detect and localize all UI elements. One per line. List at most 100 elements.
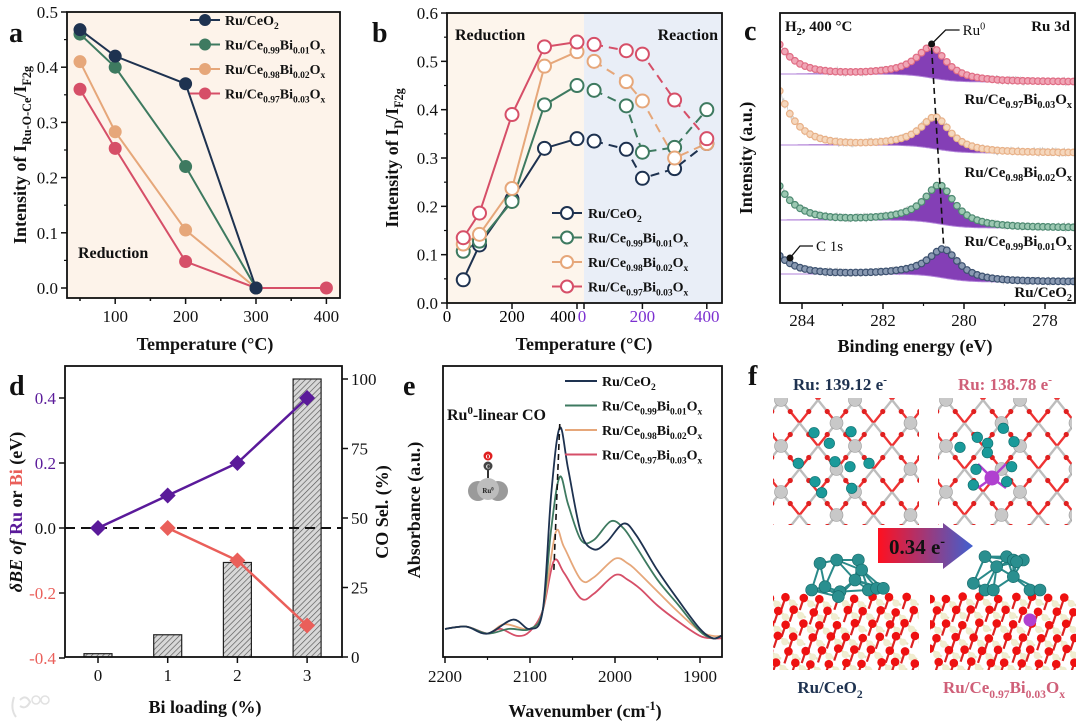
ce-o-bond	[1048, 538, 1057, 550]
data-point	[472, 205, 487, 221]
data-point	[634, 144, 650, 160]
data-point	[667, 92, 683, 108]
ruthenium-atom	[970, 463, 982, 475]
text-span: x	[1059, 688, 1065, 701]
text-span: x	[1067, 173, 1073, 184]
region-label: Ru 3d	[1031, 19, 1070, 35]
oxygen-atom	[917, 524, 919, 525]
text-span: 0.1	[417, 246, 438, 265]
cerium-atom	[857, 651, 865, 660]
side-view-ru-ceo2	[773, 553, 919, 670]
spectra-group	[444, 426, 722, 640]
ce-o-bond	[763, 515, 772, 527]
text-span: e	[403, 371, 415, 402]
text-span: 0.99	[626, 239, 643, 249]
ce-o-bond	[918, 435, 919, 436]
ce-o-bond	[753, 550, 762, 562]
cerium-atom	[952, 652, 960, 660]
text-span: 0.99	[263, 46, 280, 56]
oxygen-atom	[938, 455, 940, 460]
series-line-0	[79, 28, 257, 289]
carbon-label: C	[486, 465, 490, 471]
text-span: Temperature (°C)	[137, 334, 274, 355]
oxygen-atom	[952, 408, 958, 415]
ce-o-bond	[979, 398, 984, 401]
y-right-tick-label: 50	[351, 509, 368, 528]
cerium-atom	[830, 613, 839, 621]
cerium-atom	[848, 398, 862, 407]
text-span: c	[744, 16, 756, 47]
text-span: 0.4	[35, 389, 57, 408]
oxygen-atom	[938, 432, 940, 437]
y-axis-label-part: (eV)	[6, 432, 27, 469]
ce-o-bond	[809, 538, 818, 550]
y-tick-label: 0.0	[417, 294, 438, 313]
cerium-atom	[903, 416, 918, 430]
data-point	[504, 180, 520, 196]
ce-o-bond	[1076, 550, 1080, 562]
text-span: O	[673, 232, 684, 247]
text-span: 0.2	[37, 169, 58, 188]
oxygen-atom	[944, 645, 954, 655]
spectrum-point	[932, 46, 941, 54]
text-span: Bi	[280, 88, 293, 103]
oxygen-atom	[866, 645, 876, 654]
ruthenium-atom	[987, 583, 1000, 597]
ce-o-bond	[983, 538, 992, 550]
cerium-atom	[1068, 463, 1072, 475]
oxygen-atom	[880, 500, 886, 507]
co-selectivity-bar	[153, 634, 183, 658]
spectrum-point	[953, 201, 961, 210]
watermark-mark	[11, 696, 32, 718]
ce-o-bond	[975, 412, 984, 424]
oxygen-atom	[824, 500, 830, 507]
oxygen-atom	[769, 386, 774, 391]
cerium-atom	[939, 398, 953, 407]
data-point	[618, 141, 634, 157]
ce-o-bond	[1011, 527, 1020, 539]
spectrum-point	[947, 63, 956, 71]
ce-o-bond	[1048, 527, 1057, 539]
text-span: 0.01	[670, 407, 687, 417]
structure-label-right: Ru/Ce0.97Bi0.03Ox	[943, 678, 1065, 701]
oxygen-atom	[825, 523, 830, 525]
diamond-marker	[229, 552, 246, 569]
oxygen-atom	[1052, 634, 1062, 643]
oxygen-atom	[833, 644, 843, 653]
text-span: x	[698, 432, 703, 442]
spectrum-point	[1069, 223, 1075, 232]
oxygen-atom	[823, 606, 832, 616]
text-span: 25	[351, 579, 368, 598]
text-span: 0.98	[640, 432, 657, 442]
text-span: Ru	[482, 487, 491, 495]
spectrum-point	[917, 48, 926, 57]
oxygen-atom	[1064, 386, 1069, 391]
ru0-annotation: Ru0	[963, 21, 986, 39]
ce-o-bond	[909, 435, 918, 447]
cerium-atom	[796, 639, 804, 647]
bismuth-atom	[984, 470, 1000, 486]
ce-o-bond	[938, 458, 947, 470]
cerium-atom	[774, 439, 788, 453]
y-right-tick-label: 25	[351, 579, 368, 598]
x-axis-label: Bi loading (%)	[148, 697, 261, 718]
oxygen-atom	[891, 631, 901, 641]
y-tick-label: 0.6	[417, 4, 438, 23]
text-span: Ru/Ce	[588, 232, 626, 247]
spectrum-point	[922, 256, 931, 265]
text-span: 0.02	[656, 264, 673, 274]
oxygen-atom	[1012, 646, 1021, 655]
cerium-atom	[918, 667, 919, 670]
oxygen-atom	[958, 620, 967, 630]
x-tick-label: 300	[243, 307, 269, 326]
oxygen-atom	[1018, 606, 1028, 616]
peak-dashed-line	[553, 423, 561, 573]
ruthenium-atom	[863, 457, 875, 469]
ce-o-bond	[918, 504, 927, 516]
ce-o-bond	[763, 377, 772, 389]
ce-o-bond	[781, 538, 790, 550]
text-span: Ru/Ce	[225, 63, 263, 78]
ce-o-bond	[928, 469, 937, 481]
cerium-atom	[1044, 640, 1052, 648]
text-span: 0.03	[670, 456, 687, 466]
